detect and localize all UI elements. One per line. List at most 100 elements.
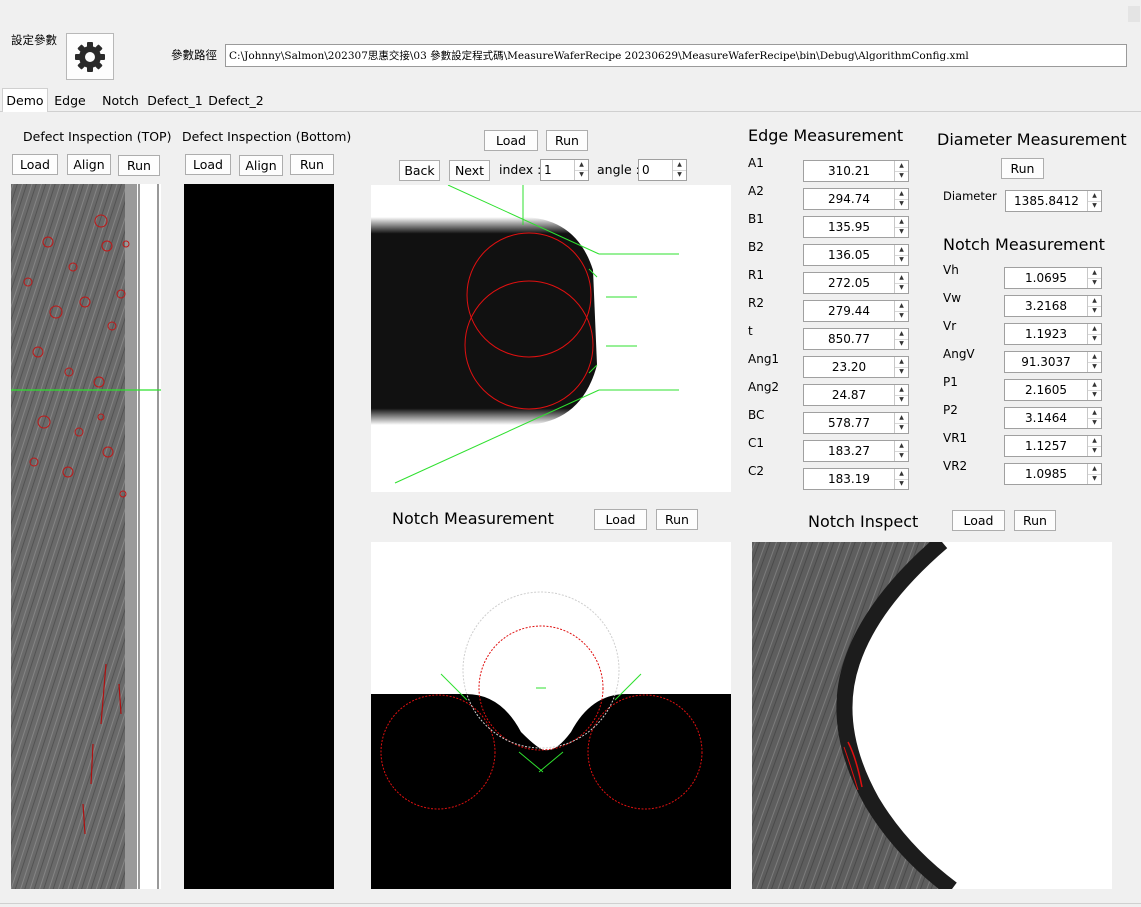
stepper-up-icon[interactable]: ▲	[899, 161, 904, 169]
edge-measurement-value-field[interactable]: 294.74 ▲ ▼	[803, 188, 909, 210]
stepper-up-icon[interactable]: ▲	[1092, 352, 1097, 360]
stepper-down-icon[interactable]: ▼	[1088, 417, 1101, 429]
notch-measurement-value-field[interactable]: 1.0695 ▲ ▼	[1004, 267, 1102, 289]
stepper-up-icon[interactable]: ▲	[899, 413, 904, 421]
settings-title: 設定參數	[11, 33, 57, 47]
window-minimize-button[interactable]	[1128, 6, 1140, 22]
edge-measurement-label: C1	[748, 436, 765, 450]
stepper-up-icon[interactable]: ▲	[899, 441, 904, 449]
diameter-run-button[interactable]: Run	[1001, 158, 1044, 179]
tab-demo[interactable]: Demo	[2, 88, 48, 112]
stepper-up-icon[interactable]: ▲	[899, 217, 904, 225]
edge-measurement-value: 272.05	[828, 276, 870, 290]
stepper-down-icon[interactable]: ▼	[895, 198, 908, 210]
stepper-up-icon[interactable]: ▲	[1092, 380, 1097, 388]
stepper-up-icon[interactable]: ▲	[1092, 464, 1097, 472]
stepper-up-icon[interactable]: ▲	[899, 469, 904, 477]
defect-top-run-button[interactable]: Run	[118, 155, 160, 176]
stepper-down-icon[interactable]: ▼	[575, 169, 588, 181]
notch-view-run-button[interactable]: Run	[656, 509, 698, 530]
notch-measurement-value: 3.2168	[1025, 299, 1067, 313]
stepper-up-icon[interactable]: ▲	[899, 385, 904, 393]
stepper-down-icon[interactable]: ▼	[1088, 473, 1101, 485]
stepper-down-icon[interactable]: ▼	[895, 394, 908, 406]
edge-measurement-value-field[interactable]: 183.27 ▲ ▼	[803, 440, 909, 462]
stepper-down-icon[interactable]: ▼	[1088, 333, 1101, 345]
stepper-up-icon[interactable]: ▲	[899, 301, 904, 309]
tab-defect-2[interactable]: Defect_2	[207, 90, 265, 111]
edge-view-load-button[interactable]: Load	[484, 130, 538, 151]
stepper-down-icon[interactable]: ▼	[1088, 389, 1101, 401]
stepper-up-icon[interactable]: ▲	[1092, 408, 1097, 416]
stepper-down-icon[interactable]: ▼	[895, 254, 908, 266]
stepper-down-icon[interactable]: ▼	[1088, 361, 1101, 373]
gear-icon	[75, 41, 105, 72]
notch-measurement-value-field[interactable]: 1.1923 ▲ ▼	[1004, 323, 1102, 345]
defect-bottom-run-button[interactable]: Run	[290, 154, 334, 175]
stepper-down-icon[interactable]: ▼	[1088, 445, 1101, 457]
diameter-value-field[interactable]: 1385.8412 ▲ ▼	[1005, 190, 1102, 212]
tab-defect-1[interactable]: Defect_1	[146, 90, 204, 111]
notch-measurement-value-field[interactable]: 1.1257 ▲ ▼	[1004, 435, 1102, 457]
edge-measurement-value-field[interactable]: 850.77 ▲ ▼	[803, 328, 909, 350]
edge-measurement-value-field[interactable]: 23.20 ▲ ▼	[803, 356, 909, 378]
stepper-up-icon[interactable]: ▲	[1092, 296, 1097, 304]
edge-measurement-value-field[interactable]: 183.19 ▲ ▼	[803, 468, 909, 490]
stepper-down-icon[interactable]: ▼	[895, 338, 908, 350]
notch-measurement-value-field[interactable]: 2.1605 ▲ ▼	[1004, 379, 1102, 401]
stepper-up-icon[interactable]: ▲	[579, 160, 584, 168]
edge-measurement-value: 294.74	[828, 192, 870, 206]
notch-view-load-button[interactable]: Load	[594, 509, 647, 530]
stepper-up-icon[interactable]: ▲	[1092, 324, 1097, 332]
notch-inspect-load-button[interactable]: Load	[952, 510, 1005, 531]
stepper-down-icon[interactable]: ▼	[1088, 277, 1101, 289]
angle-stepper[interactable]: 0 ▲ ▼	[638, 159, 687, 181]
edge-measurement-value-field[interactable]: 24.87 ▲ ▼	[803, 384, 909, 406]
defect-bottom-align-button[interactable]: Align	[239, 155, 283, 176]
next-button[interactable]: Next	[449, 160, 490, 181]
edge-measurement-value-field[interactable]: 136.05 ▲ ▼	[803, 244, 909, 266]
edge-view-run-button[interactable]: Run	[546, 130, 588, 151]
defect-top-align-button[interactable]: Align	[67, 154, 111, 175]
stepper-down-icon[interactable]: ▼	[895, 226, 908, 238]
stepper-down-icon[interactable]: ▼	[895, 478, 908, 490]
stepper-up-icon[interactable]: ▲	[1092, 268, 1097, 276]
stepper-down-icon[interactable]: ▼	[1088, 200, 1101, 212]
defect-bottom-load-button[interactable]: Load	[185, 154, 231, 175]
stepper-down-icon[interactable]: ▼	[673, 169, 686, 181]
stepper-up-icon[interactable]: ▲	[899, 189, 904, 197]
edge-measurement-value-field[interactable]: 310.21 ▲ ▼	[803, 160, 909, 182]
notch-measurement-value-field[interactable]: 3.1464 ▲ ▼	[1004, 407, 1102, 429]
stepper-down-icon[interactable]: ▼	[1088, 305, 1101, 317]
tab-edge[interactable]: Edge	[50, 90, 90, 111]
notch-measurement-value-field[interactable]: 3.2168 ▲ ▼	[1004, 295, 1102, 317]
defect-top-load-button[interactable]: Load	[12, 154, 58, 175]
path-input[interactable]: C:\Johnny\Salmon\202307思惠交接\03 參數設定程式碼\M…	[225, 44, 1127, 67]
notch-measurement-value-field[interactable]: 91.3037 ▲ ▼	[1004, 351, 1102, 373]
stepper-up-icon[interactable]: ▲	[899, 245, 904, 253]
stepper-up-icon[interactable]: ▲	[899, 273, 904, 281]
stepper-down-icon[interactable]: ▼	[895, 450, 908, 462]
stepper-down-icon[interactable]: ▼	[895, 170, 908, 182]
edge-measurement-value-field[interactable]: 272.05 ▲ ▼	[803, 272, 909, 294]
stepper-down-icon[interactable]: ▼	[895, 422, 908, 434]
index-stepper[interactable]: 1 ▲ ▼	[540, 159, 589, 181]
back-button[interactable]: Back	[399, 160, 440, 181]
stepper-down-icon[interactable]: ▼	[895, 282, 908, 294]
stepper-up-icon[interactable]: ▲	[899, 329, 904, 337]
stepper-up-icon[interactable]: ▲	[1092, 191, 1097, 199]
edge-measurement-value-field[interactable]: 135.95 ▲ ▼	[803, 216, 909, 238]
stepper-up-icon[interactable]: ▲	[899, 357, 904, 365]
stepper-up-icon[interactable]: ▲	[1092, 436, 1097, 444]
stepper-down-icon[interactable]: ▼	[895, 310, 908, 322]
tab-notch[interactable]: Notch	[98, 90, 143, 111]
edge-measurement-value-field[interactable]: 279.44 ▲ ▼	[803, 300, 909, 322]
notch-measurement-value: 2.1605	[1025, 383, 1067, 397]
notch-measurement-value-field[interactable]: 1.0985 ▲ ▼	[1004, 463, 1102, 485]
notch-inspect-run-button[interactable]: Run	[1014, 510, 1056, 531]
stepper-down-icon[interactable]: ▼	[895, 366, 908, 378]
edge-measurement-value-field[interactable]: 578.77 ▲ ▼	[803, 412, 909, 434]
stepper-up-icon[interactable]: ▲	[677, 160, 682, 168]
settings-gear-button[interactable]	[66, 33, 114, 80]
angle-value: 0	[642, 163, 650, 177]
